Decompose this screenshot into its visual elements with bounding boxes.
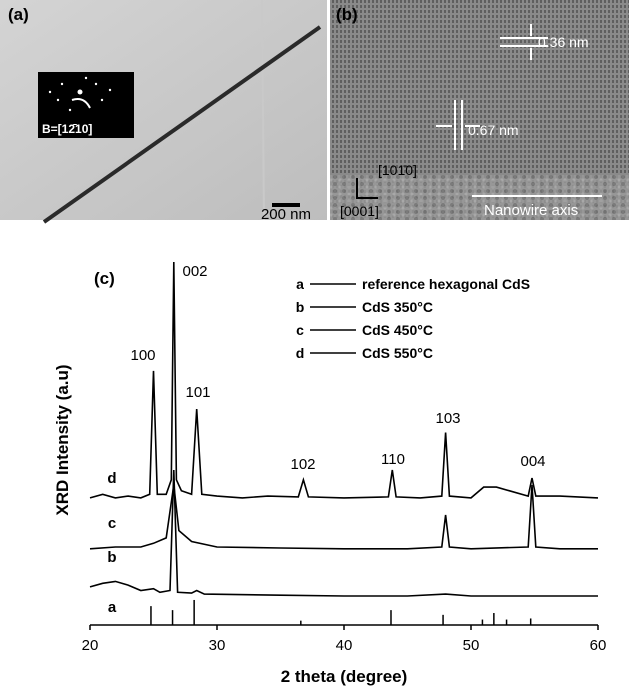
curve-letter: b: [107, 549, 116, 566]
peak-label: 103: [435, 410, 460, 427]
x-tick-label: 60: [590, 637, 607, 654]
xrd-curve: [89, 261, 599, 499]
peak-label: 110: [381, 451, 405, 468]
legend-entry: CdS 450°C: [362, 322, 433, 338]
curve-letter: d: [107, 470, 116, 487]
peak-label: 101: [185, 384, 210, 401]
legend-letter: d: [296, 345, 305, 361]
scale-bar: [272, 203, 300, 207]
peak-label: 004: [520, 453, 545, 470]
curve-letter: a: [108, 599, 117, 616]
diffraction-inset: [38, 72, 134, 138]
legend-letter: a: [296, 276, 304, 292]
axis-label: Nanowire axis: [484, 202, 578, 219]
direction-label: [0001]: [340, 203, 379, 219]
panel-label: (a): [8, 5, 29, 24]
direction-label: [101̄0]: [378, 162, 417, 178]
nanowire: [42, 25, 322, 224]
legend-entry: reference hexagonal CdS: [362, 276, 530, 292]
legend-entry: CdS 350°C: [362, 299, 433, 315]
legend-entry: CdS 550°C: [362, 345, 433, 361]
peak-label: 100: [130, 347, 155, 364]
y-axis-label: XRD Intensity (a.u): [53, 364, 72, 515]
panel-a: (a) B=[12̄10] 200 nm: [0, 0, 327, 224]
peak-label: 102: [290, 456, 315, 473]
xrd-curve: [89, 469, 598, 597]
spacing-label: 0.36 nm: [538, 34, 589, 50]
xrd-chart: (c) 20 30 40 50 60 2 theta (degree) XRD Intensi…: [53, 261, 607, 686]
x-axis-label: 2 theta (degree): [281, 667, 408, 686]
legend-letter: b: [296, 299, 305, 315]
x-tick-label: 40: [336, 637, 353, 654]
peak-label: 002: [182, 263, 207, 280]
x-tick-label: 50: [463, 637, 480, 654]
x-tick-label: 30: [209, 637, 226, 654]
panel-b: (b) 0.36 nm 0.67 nm [101̄0] [0001] Nanow…: [330, 0, 629, 220]
zone-axis: B=[12̄10]: [42, 122, 92, 136]
legend-letter: c: [296, 322, 304, 338]
x-tick-label: 20: [82, 637, 99, 654]
spacing-label: 0.67 nm: [468, 122, 519, 138]
panel-label: (b): [336, 5, 358, 24]
scale-label: 200 nm: [261, 206, 311, 223]
xrd-curve: [89, 484, 598, 550]
curve-letter: c: [108, 515, 116, 532]
panel-label: (c): [94, 269, 115, 288]
